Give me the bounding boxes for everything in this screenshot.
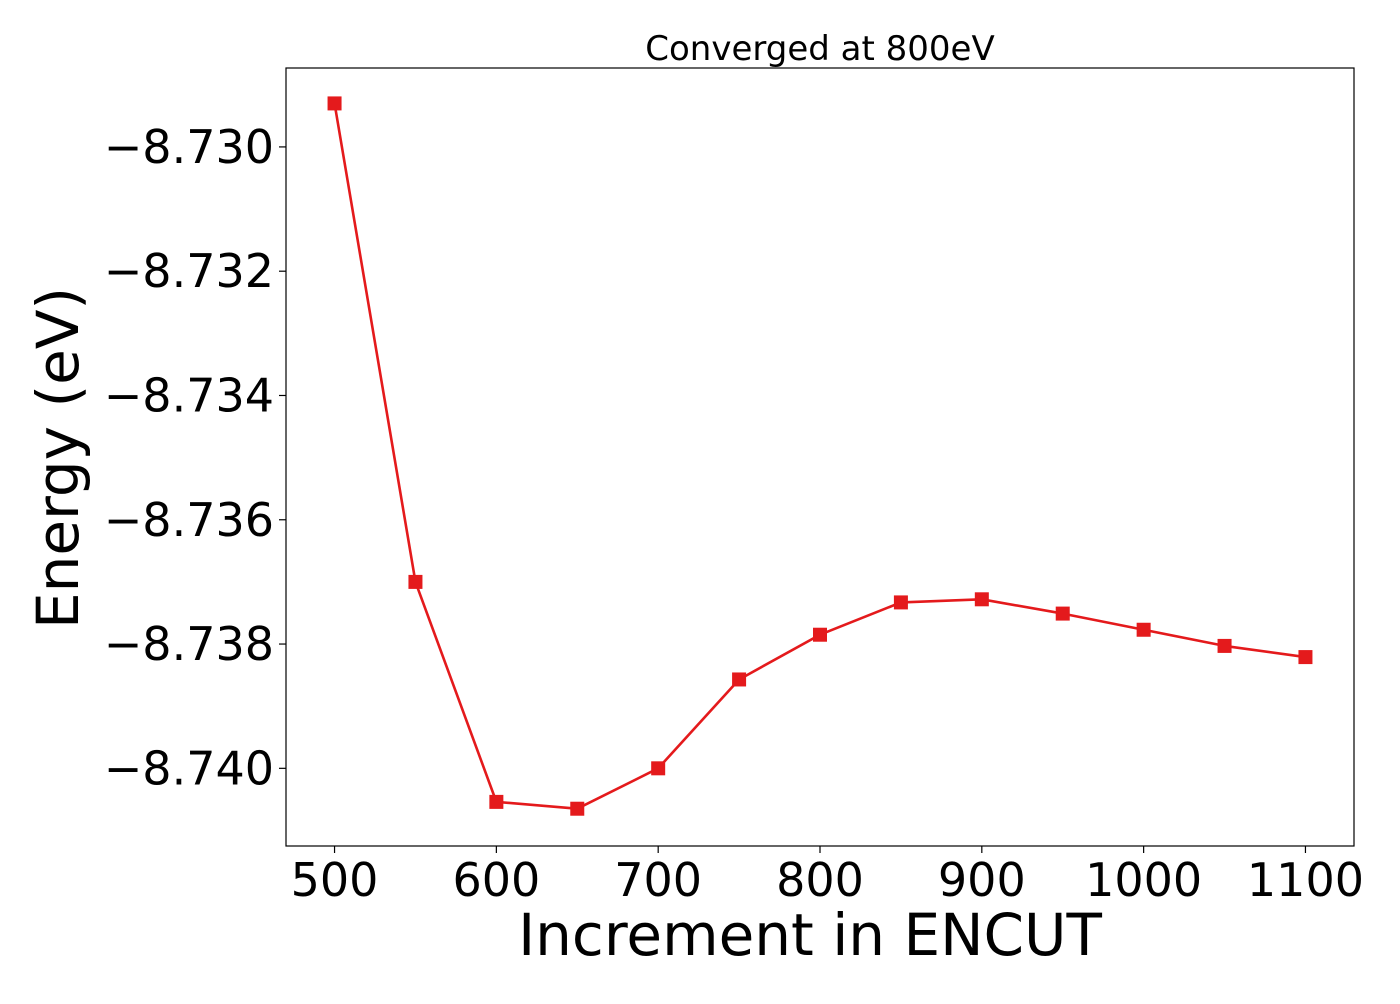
data-point-marker xyxy=(327,96,342,111)
data-point-marker xyxy=(1136,622,1151,637)
data-point-marker xyxy=(732,672,747,687)
data-point-marker xyxy=(974,592,989,607)
data-point-marker xyxy=(813,627,827,642)
x-tick-label: 1100 xyxy=(1247,853,1364,907)
y-axis-label: Energy (eV) xyxy=(24,287,92,629)
y-tick-label: −8.736 xyxy=(104,493,274,547)
data-point-marker xyxy=(1055,606,1070,621)
chart-title: Converged at 800eV xyxy=(645,29,994,69)
x-axis-label: Increment in ENCUT xyxy=(518,901,1102,969)
series-line xyxy=(333,103,1306,811)
data-point-marker xyxy=(408,574,423,589)
data-point-marker xyxy=(1298,650,1313,665)
data-point-marker xyxy=(570,801,585,816)
x-tick-label: 700 xyxy=(614,853,702,907)
data-point-marker xyxy=(651,761,666,776)
data-point-marker xyxy=(893,595,908,610)
data-point-marker xyxy=(1217,638,1232,653)
x-tick-label: 900 xyxy=(938,853,1026,907)
plot-frame xyxy=(285,67,1355,847)
y-tick-label: −8.738 xyxy=(104,617,274,671)
x-tick-label: 1000 xyxy=(1085,853,1202,907)
x-tick-label: 500 xyxy=(291,853,379,907)
y-tick-label: −8.734 xyxy=(104,368,274,422)
plot-area: 500 600 700 800 900 1000 1100 −8.730 −8.732 −8.73… xyxy=(104,67,1364,907)
data-point-marker xyxy=(489,794,504,809)
x-tick-label: 800 xyxy=(776,853,864,907)
y-tick-label: −8.732 xyxy=(104,244,274,298)
x-tick-label: 600 xyxy=(452,853,540,907)
y-tick-label: −8.730 xyxy=(104,120,274,174)
y-tick-label: −8.740 xyxy=(104,741,274,795)
